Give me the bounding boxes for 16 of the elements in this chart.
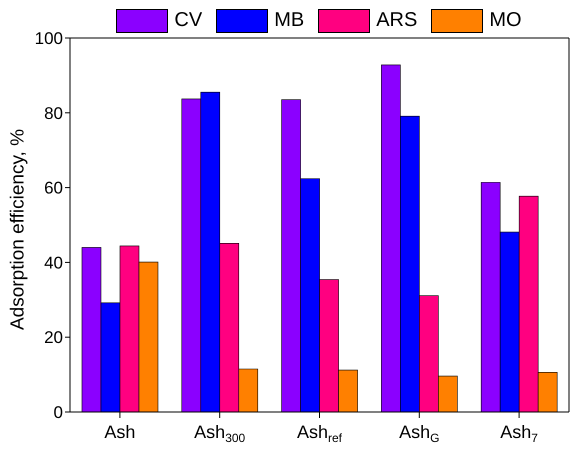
y-axis-title: Adsorption efficiency, % [8, 128, 29, 330]
legend-label: MO [489, 9, 522, 32]
x-tick-label: Ash$_{ref}$ [296, 422, 343, 445]
x-tick-label: Ash [104, 422, 136, 442]
x-tick-label: Ash$_{7}$ [500, 422, 538, 445]
legend-label: CV [174, 9, 202, 32]
legend-label: MB [274, 9, 304, 32]
legend-label: ARS [376, 9, 418, 32]
y-tick-label: 20 [44, 328, 63, 348]
y-tick-label: 0 [54, 403, 63, 422]
y-tick-label: 100 [34, 29, 63, 48]
x-tick-label: Ash$_{300}$ [194, 422, 246, 445]
y-tick-label: 80 [44, 104, 63, 123]
x-tick-label: Ash$_{G}$ [399, 422, 440, 445]
y-tick-label: 60 [44, 178, 63, 198]
y-tick-label: 40 [44, 253, 63, 272]
